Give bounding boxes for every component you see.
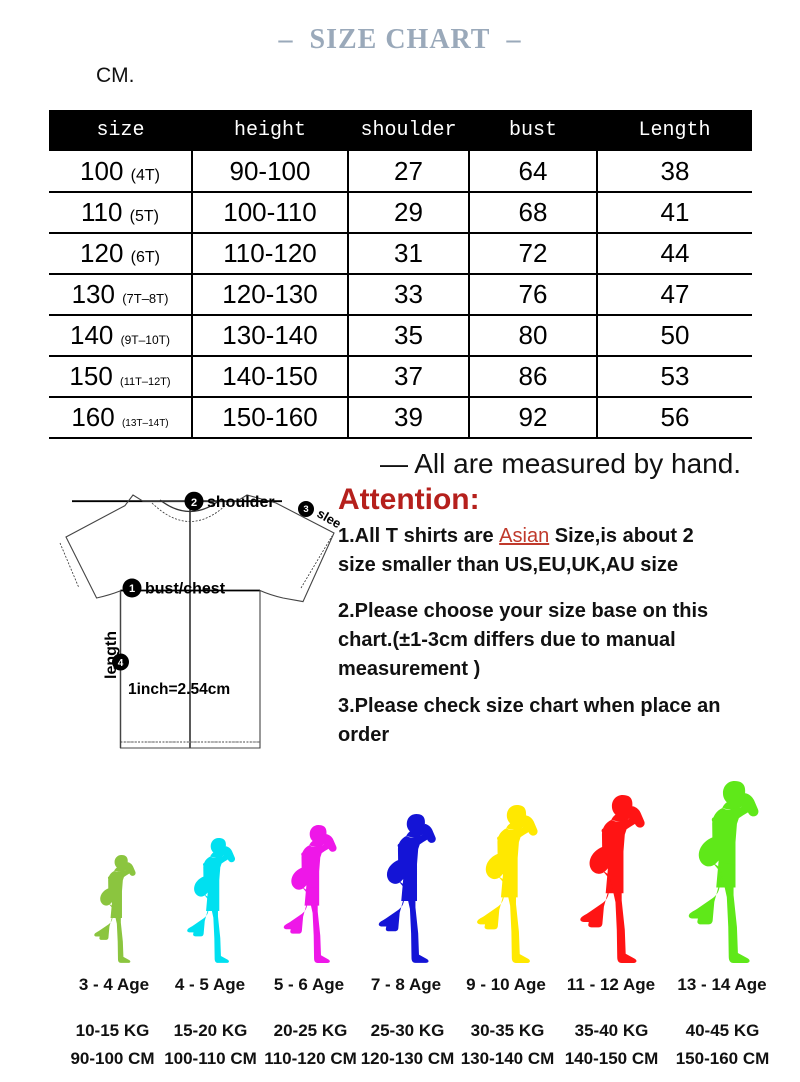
svg-text:sleeve: sleeve: [315, 506, 341, 539]
svg-text:2: 2: [191, 497, 197, 509]
svg-text:length: length: [103, 631, 120, 679]
svg-text:1inch=2.54cm: 1inch=2.54cm: [128, 681, 230, 698]
svg-text:shoulder: shoulder: [207, 494, 275, 511]
svg-text:bust/chest: bust/chest: [145, 581, 226, 598]
svg-text:1: 1: [129, 583, 135, 595]
svg-text:3: 3: [303, 504, 308, 515]
